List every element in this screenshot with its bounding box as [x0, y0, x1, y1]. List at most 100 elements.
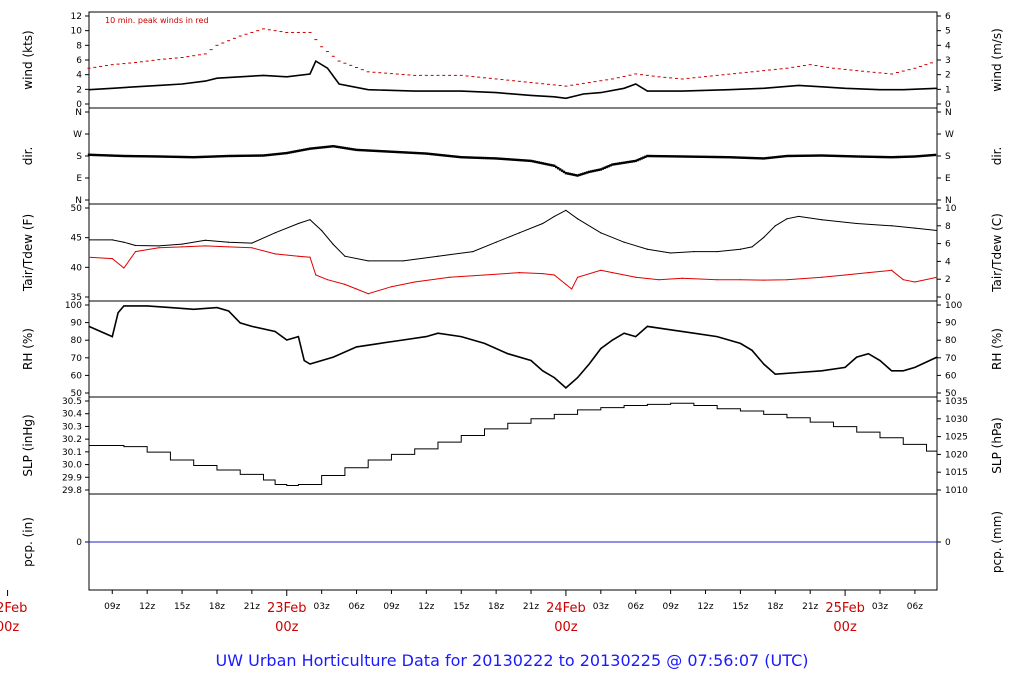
direction-point — [708, 155, 711, 159]
direction-point — [644, 155, 647, 159]
data-point — [716, 336, 718, 338]
direction-point — [626, 160, 630, 164]
direction-point — [91, 153, 95, 157]
direction-point — [180, 155, 184, 159]
direction-point — [157, 155, 160, 158]
y-tick-label-right: 1015 — [945, 468, 968, 478]
y-axis-label-right: Tair/Tdew (C) — [990, 213, 1004, 293]
direction-point — [686, 155, 690, 158]
direction-point — [615, 162, 618, 166]
direction-point — [524, 159, 527, 162]
direction-point — [905, 155, 909, 158]
direction-point — [99, 153, 102, 157]
x-tick-label: 09z — [663, 602, 679, 612]
direction-point — [411, 151, 414, 155]
direction-point — [188, 155, 192, 159]
data-point — [204, 239, 206, 241]
direction-point — [124, 154, 128, 158]
direction-point — [345, 147, 349, 150]
direction-point — [363, 149, 366, 152]
direction-point — [591, 169, 595, 173]
data-point — [844, 274, 846, 276]
direction-point — [403, 151, 407, 154]
direction-point — [306, 147, 310, 151]
direction-point — [636, 158, 639, 162]
y-tick-label-left: 45 — [71, 234, 82, 244]
direction-point — [382, 150, 385, 153]
direction-point — [463, 156, 467, 159]
direction-point — [834, 154, 837, 158]
direction-point — [886, 155, 889, 159]
data-point — [646, 248, 648, 250]
direction-point — [741, 156, 744, 159]
direction-point — [896, 155, 899, 159]
data-point — [309, 219, 311, 221]
direction-point — [359, 148, 362, 152]
direction-point — [787, 154, 791, 158]
data-point — [437, 332, 439, 334]
direction-point — [892, 155, 895, 159]
direction-point — [735, 156, 738, 159]
direction-point — [933, 153, 937, 157]
data-point — [670, 329, 672, 331]
direction-point — [136, 154, 139, 158]
y-tick-label-left: W — [73, 130, 82, 140]
data-point — [576, 218, 579, 220]
direction-point — [904, 155, 907, 158]
data-point — [635, 83, 637, 85]
x-day-time-label: 00z — [554, 620, 578, 635]
data-point — [611, 272, 614, 274]
direction-point — [789, 154, 793, 158]
data-point — [303, 359, 305, 362]
direction-point — [409, 151, 413, 154]
direction-point — [921, 154, 925, 158]
data-point — [158, 245, 160, 247]
direction-point — [556, 167, 560, 170]
data-point — [763, 87, 765, 89]
y-tick-label-right: E — [945, 174, 951, 184]
direction-point — [262, 154, 265, 157]
direction-point — [318, 146, 321, 149]
direction-point — [161, 155, 164, 158]
x-tick-label: 15z — [453, 602, 469, 612]
panel-frame — [88, 203, 938, 302]
data-point — [571, 288, 573, 290]
direction-point — [264, 154, 267, 157]
direction-point — [378, 149, 382, 153]
data-point — [879, 89, 881, 91]
direction-point — [460, 156, 463, 159]
direction-point — [116, 154, 120, 157]
y-tick-label-left: 0 — [76, 538, 82, 548]
data-point — [821, 276, 823, 278]
direction-point — [772, 156, 775, 159]
data-point — [728, 89, 730, 91]
direction-point — [448, 154, 451, 158]
direction-point — [539, 161, 542, 165]
data-point — [355, 288, 358, 290]
x-day-label: 24Feb — [546, 601, 586, 616]
x-tick-label: 18z — [488, 602, 504, 612]
data-point — [623, 87, 625, 89]
direction-point — [491, 157, 494, 160]
y-axis-label-left: dir. — [21, 147, 35, 166]
direction-point — [917, 154, 921, 158]
direction-point — [812, 154, 816, 157]
direction-point — [190, 155, 193, 159]
direction-point — [814, 154, 818, 157]
data-point — [623, 241, 625, 243]
direction-point — [768, 156, 771, 160]
series-rh-0 — [88, 305, 938, 389]
direction-point — [394, 150, 397, 154]
direction-point — [841, 154, 845, 158]
direction-point — [619, 162, 622, 165]
y-tick-label-left: 30.4 — [62, 410, 82, 420]
direction-point — [405, 151, 409, 154]
direction-point — [595, 169, 599, 172]
data-point — [297, 222, 299, 225]
data-point — [553, 274, 555, 276]
direction-point — [715, 155, 719, 159]
direction-point — [423, 152, 426, 155]
direction-point — [283, 152, 287, 155]
direction-point — [95, 153, 98, 157]
direction-point — [667, 155, 670, 158]
